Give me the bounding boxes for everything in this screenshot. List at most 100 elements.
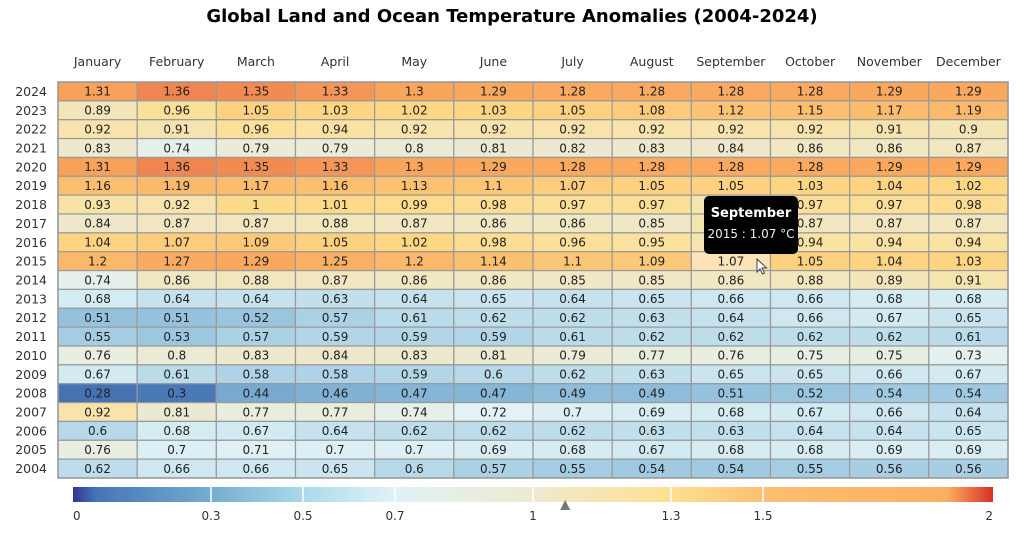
cell-value-label: 0.54 <box>955 386 982 400</box>
y-tick-label: 2005 <box>15 442 47 457</box>
cell-value-label: 0.91 <box>955 273 982 287</box>
cell-value-label: 0.76 <box>718 349 745 363</box>
cell-value-label: 1.09 <box>243 236 270 250</box>
cell-value-label: 0.67 <box>876 311 903 325</box>
cell-value-label: 0.63 <box>638 424 665 438</box>
y-tick-label: 2018 <box>15 197 47 212</box>
cell-value-label: 0.65 <box>955 311 982 325</box>
cell-value-label: 0.62 <box>401 424 428 438</box>
cell-value-label: 0.86 <box>480 273 507 287</box>
heatmap-border <box>57 81 1009 479</box>
cell-value-label: 0.96 <box>559 236 586 250</box>
cell-value-label: 1.2 <box>88 254 107 268</box>
cell-value-label: 0.57 <box>243 330 270 344</box>
cell-value-label: 0.65 <box>322 462 349 476</box>
x-tick-label: December <box>936 54 1002 69</box>
cell-value-label: 1.13 <box>401 179 428 193</box>
cell-value-label: 0.83 <box>243 349 270 363</box>
cell-value-label: 0.95 <box>638 236 665 250</box>
cell-value-label: 1.17 <box>243 179 270 193</box>
cell-value-label: 0.77 <box>322 405 349 419</box>
cell-value-label: 0.85 <box>638 273 665 287</box>
cell-value-label: 1.1 <box>563 254 582 268</box>
cell-value-label: 1.03 <box>480 104 507 118</box>
cell-value-label: 1.31 <box>84 160 111 174</box>
cell-value-label: 1.3 <box>405 85 424 99</box>
legend-tick-label: 0 <box>73 509 81 523</box>
cell-value-label: 0.98 <box>480 236 507 250</box>
cell-value-label: 0.65 <box>955 424 982 438</box>
cell-value-label: 1.16 <box>322 179 349 193</box>
cell-value-label: 0.59 <box>322 330 349 344</box>
cell-value-label: 0.76 <box>84 443 111 457</box>
cell-value-label: 0.83 <box>638 141 665 155</box>
cell-value-label: 0.88 <box>322 217 349 231</box>
cell-value-label: 0.66 <box>797 292 824 306</box>
cell-value-label: 0.69 <box>638 405 665 419</box>
cell-value-label: 0.84 <box>718 141 745 155</box>
mouse-cursor-icon <box>756 258 768 275</box>
cell-value-label: 0.7 <box>326 443 345 457</box>
cell-value-label: 0.69 <box>480 443 507 457</box>
cell-value-label: 1.19 <box>955 104 982 118</box>
cell-value-label: 0.88 <box>243 273 270 287</box>
cell-value-label: 0.55 <box>797 462 824 476</box>
cell-value-label: 0.7 <box>405 443 424 457</box>
y-tick-label: 2014 <box>15 273 47 288</box>
cell-value-label: 1.29 <box>480 160 507 174</box>
cell-value-label: 0.8 <box>405 141 424 155</box>
tooltip-title: September <box>710 206 792 221</box>
tooltip: September 2015 : 1.07 °C <box>704 196 798 254</box>
cell-value-label: 0.62 <box>84 462 111 476</box>
cell-value-label: 0.64 <box>955 405 982 419</box>
cell-value-label: 1.2 <box>405 254 424 268</box>
cell-value-label: 1.04 <box>876 254 903 268</box>
cell-value-label: 0.63 <box>718 424 745 438</box>
cell-value-label: 0.66 <box>163 462 190 476</box>
cell-value-label: 1.29 <box>955 160 982 174</box>
cell-value-label: 1.05 <box>797 254 824 268</box>
cell-value-label: 0.87 <box>322 273 349 287</box>
y-tick-label: 2015 <box>15 254 47 269</box>
cell-value-label: 1.31 <box>84 85 111 99</box>
y-tick-label: 2011 <box>15 329 47 344</box>
color-legend[interactable]: 0 0.3 0.5 0.7 1 1.3 1.5 2 <box>73 487 993 523</box>
cell-value-label: 0.86 <box>559 217 586 231</box>
cell-value-label: 0.68 <box>797 443 824 457</box>
cell-value-label: 0.77 <box>638 349 665 363</box>
cell-value-label: 0.62 <box>559 368 586 382</box>
cell-value-label: 0.81 <box>480 141 507 155</box>
cell-value-label: 0.92 <box>401 122 428 136</box>
cell-value-label: 0.87 <box>955 217 982 231</box>
cell-value-label: 0.84 <box>84 217 111 231</box>
cell-value-label: 0.94 <box>797 236 824 250</box>
cell-value-label: 0.64 <box>401 292 428 306</box>
cell-value-label: 1.12 <box>718 104 745 118</box>
cell-value-label: 0.55 <box>559 462 586 476</box>
cell-value-label: 0.46 <box>322 386 349 400</box>
y-tick-label: 2016 <box>15 235 47 250</box>
legend-tick-label: 0.5 <box>293 509 312 523</box>
cell-value-label: 0.88 <box>797 273 824 287</box>
cell-value-label: 0.86 <box>876 141 903 155</box>
cell-value-label: 1.29 <box>876 85 903 99</box>
cell-value-label: 1.28 <box>559 85 586 99</box>
cell-value-label: 0.66 <box>718 292 745 306</box>
cell-value-label: 0.99 <box>401 198 428 212</box>
y-tick-label: 2013 <box>15 291 47 306</box>
cell-value-label: 0.82 <box>559 141 586 155</box>
cell-value-label: 0.94 <box>322 122 349 136</box>
x-tick-label: April <box>321 54 350 69</box>
cell-value-label: 0.8 <box>167 349 186 363</box>
cell-value-label: 0.86 <box>718 273 745 287</box>
cell-value-label: 1.17 <box>876 104 903 118</box>
cell-value-label: 1.03 <box>797 179 824 193</box>
cell-value-label: 0.72 <box>480 405 507 419</box>
y-tick-label: 2019 <box>15 178 47 193</box>
cell-value-label: 1.3 <box>405 160 424 174</box>
cell-value-label: 0.58 <box>243 368 270 382</box>
cell-value-label: 1.08 <box>638 104 665 118</box>
cell-value-label: 0.79 <box>322 141 349 155</box>
cell-value-label: 0.65 <box>638 292 665 306</box>
